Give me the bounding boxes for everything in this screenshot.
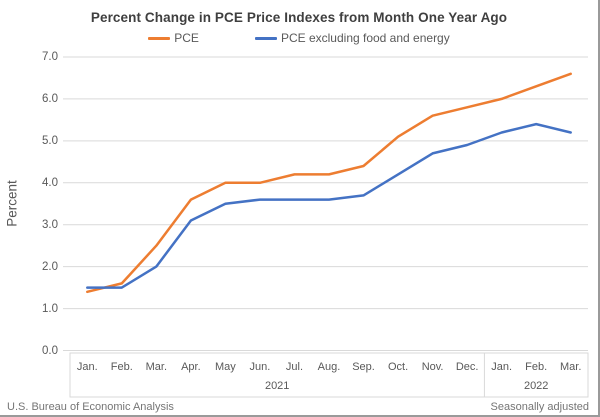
year-label: 2021 bbox=[264, 380, 290, 392]
core-pce-line-swatch-icon bbox=[254, 36, 277, 40]
x-tick-label: Feb. bbox=[110, 361, 133, 373]
x-tick-label: Jan. bbox=[76, 361, 98, 373]
y-tick-label: 5.0 bbox=[42, 134, 58, 147]
x-tick-label: Apr. bbox=[181, 361, 201, 373]
x-tick-label: Aug. bbox=[317, 361, 341, 373]
y-tick-label: 0.0 bbox=[42, 344, 58, 357]
source-attribution: U.S. Bureau of Economic Analysis bbox=[7, 401, 174, 413]
x-tick-label: Mar. bbox=[145, 361, 168, 373]
pce-line bbox=[86, 72, 572, 294]
y-tick-label: 3.0 bbox=[42, 218, 58, 231]
chart-title: Percent Change in PCE Price Indexes from… bbox=[90, 10, 508, 25]
legend-label-core-pce: PCE excluding food and energy bbox=[280, 31, 450, 45]
y-tick-label: 4.0 bbox=[42, 176, 58, 189]
x-tick-label: Nov. bbox=[421, 361, 444, 373]
legend-item-pce: PCE bbox=[148, 31, 199, 45]
legend-item-core-pce: PCE excluding food and energy bbox=[254, 31, 450, 45]
y-tick-label: 7.0 bbox=[42, 51, 58, 63]
x-tick-label: Jan. bbox=[491, 361, 513, 373]
x-tick-label: Sep. bbox=[352, 361, 375, 373]
x-tick-label: Dec. bbox=[455, 361, 479, 373]
legend-label-pce: PCE bbox=[174, 31, 199, 45]
x-tick-label: Jun. bbox=[249, 361, 271, 373]
legend: PCE PCE excluding food and energy bbox=[0, 31, 598, 45]
x-tick-label: May bbox=[215, 361, 236, 373]
y-tick-label: 1.0 bbox=[42, 302, 58, 315]
x-axis-box bbox=[69, 352, 589, 398]
y-tick-label: 6.0 bbox=[42, 92, 58, 105]
x-tick-label: Feb. bbox=[525, 361, 548, 373]
year-label: 2022 bbox=[523, 380, 549, 392]
x-tick-label: Jul. bbox=[285, 361, 304, 373]
x-tick-label: Oct. bbox=[387, 361, 409, 373]
y-tick-label: 2.0 bbox=[42, 260, 58, 273]
seasonal-adjustment-note: Seasonally adjusted bbox=[490, 401, 589, 413]
pce-line-swatch-icon bbox=[148, 36, 171, 40]
x-tick-label: Mar. bbox=[560, 361, 582, 373]
core-pce-line bbox=[86, 122, 572, 289]
